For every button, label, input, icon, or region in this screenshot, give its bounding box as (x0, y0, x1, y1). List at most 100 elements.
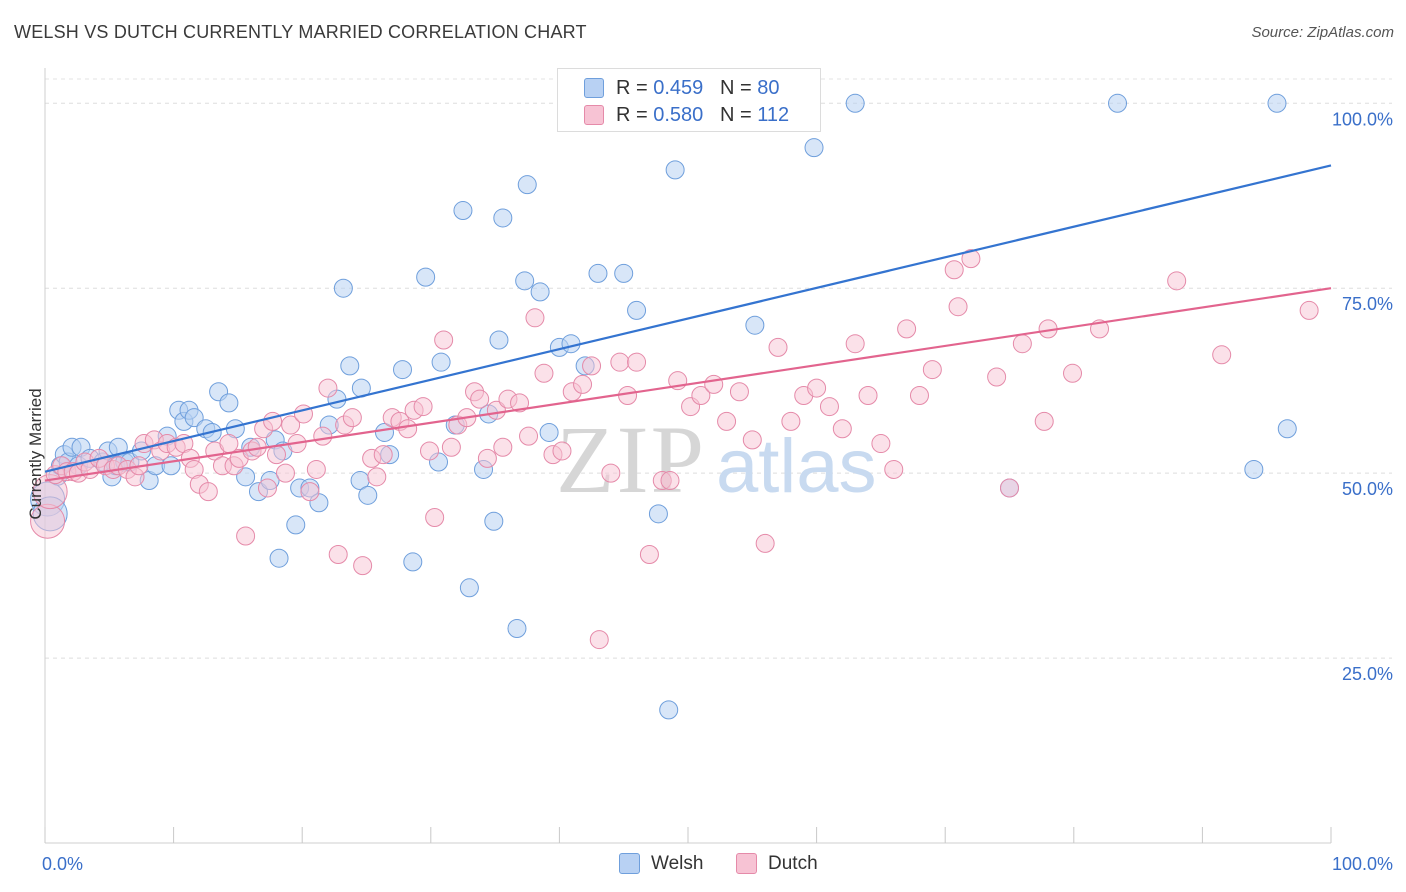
source-credit: Source: ZipAtlas.com (1251, 24, 1394, 41)
welsh-r-label: R = (616, 77, 648, 99)
watermark: ZIP atlas (556, 406, 877, 513)
dutch-r-value: 0.580 (653, 104, 704, 126)
welsh-point (845, 93, 865, 113)
dutch-point (618, 385, 638, 405)
dutch-point (948, 297, 968, 317)
axes (44, 68, 1332, 844)
dutch-point (884, 459, 904, 479)
welsh-point (1108, 93, 1128, 113)
dutch-trend-line (44, 287, 1332, 482)
welsh-point (627, 300, 647, 320)
dutch-point (510, 393, 530, 413)
dutch-point (1063, 363, 1083, 383)
welsh-point (648, 504, 668, 524)
dutch-point (987, 367, 1007, 387)
dutch-point (909, 385, 929, 405)
welsh-point (375, 422, 395, 442)
welsh-point (431, 352, 451, 372)
dutch-point (257, 478, 277, 498)
dutch-r-label: R = (616, 104, 648, 126)
dutch-point (441, 437, 461, 457)
dutch-n-value: 112 (757, 104, 790, 126)
y-tick-label: 50.0% (1342, 479, 1393, 499)
dutch-point (198, 482, 218, 502)
dutch-points (30, 249, 1319, 650)
dutch-point (434, 330, 454, 350)
welsh-point (561, 334, 581, 354)
dutch-point (266, 445, 286, 465)
welsh-point (515, 271, 535, 291)
dutch-point (493, 437, 513, 457)
dutch-point (704, 374, 724, 394)
dutch-point (781, 411, 801, 431)
dutch-legend-label: Dutch (768, 853, 818, 874)
dutch-point (832, 419, 852, 439)
welsh-point (484, 511, 504, 531)
welsh-point (184, 408, 204, 428)
welsh-point (459, 578, 479, 598)
dutch-point (601, 463, 621, 483)
welsh-point (489, 330, 509, 350)
welsh-point (403, 552, 423, 572)
welsh-point (588, 263, 608, 283)
dutch-point (922, 360, 942, 380)
welsh-point (493, 208, 513, 228)
dutch-point (660, 471, 680, 491)
chart-title: WELSH VS DUTCH CURRENTLY MARRIED CORRELA… (14, 22, 587, 42)
welsh-point (269, 548, 289, 568)
x-tick-label: 0.0% (42, 854, 83, 874)
welsh-point (665, 160, 685, 180)
welsh-r-value: 0.459 (653, 77, 704, 99)
gridlines (45, 78, 1392, 659)
dutch-point (897, 319, 917, 339)
welsh-point (393, 360, 413, 380)
tick-labels: 25.0% 50.0% 75.0% 100.0% 0.0% 100.0% (42, 109, 1393, 874)
dutch-point (1299, 300, 1319, 320)
dutch-point (1167, 271, 1187, 291)
dutch-point (845, 334, 865, 354)
dutch-point (755, 533, 775, 553)
dutch-point (236, 526, 256, 546)
welsh-point (453, 201, 473, 221)
welsh-point (1267, 93, 1287, 113)
dutch-point (525, 308, 545, 328)
dutch-point (275, 463, 295, 483)
welsh-point (530, 282, 550, 302)
dutch-point (519, 426, 539, 446)
welsh-point (333, 278, 353, 298)
dutch-n-label: N = (719, 104, 752, 126)
x-tick-label: 100.0% (1332, 854, 1393, 874)
dutch-point (589, 630, 609, 650)
welsh-point (416, 267, 436, 287)
welsh-point (804, 138, 824, 158)
welsh-point (358, 485, 378, 505)
welsh-point (745, 315, 765, 335)
welsh-point (539, 422, 559, 442)
dutch-point (413, 397, 433, 417)
dutch-point (768, 337, 788, 357)
welsh-swatch (584, 78, 604, 98)
dutch-point (627, 352, 647, 372)
dutch-point (1212, 345, 1232, 365)
series-legend: Welsh Dutch (0, 853, 1406, 877)
stats-legend: R = 0.459 N = 80 R = 0.580 N = 112 (557, 68, 821, 132)
dutch-point (742, 430, 762, 450)
y-tick-label: 75.0% (1342, 294, 1393, 314)
dutch-point (342, 408, 362, 428)
welsh-point (507, 618, 527, 638)
dutch-point (573, 374, 593, 394)
dutch-point (470, 389, 490, 409)
dutch-point (717, 411, 737, 431)
dutch-point (425, 508, 445, 528)
dutch-point (1012, 334, 1032, 354)
dutch-point (313, 426, 333, 446)
watermark-atlas: atlas (716, 424, 877, 509)
welsh-point (614, 263, 634, 283)
dutch-point (300, 482, 320, 502)
welsh-point (286, 515, 306, 535)
dutch-point (477, 448, 497, 468)
welsh-n-value: 80 (757, 77, 780, 99)
trend-lines (44, 164, 1332, 482)
dutch-point (1034, 411, 1054, 431)
